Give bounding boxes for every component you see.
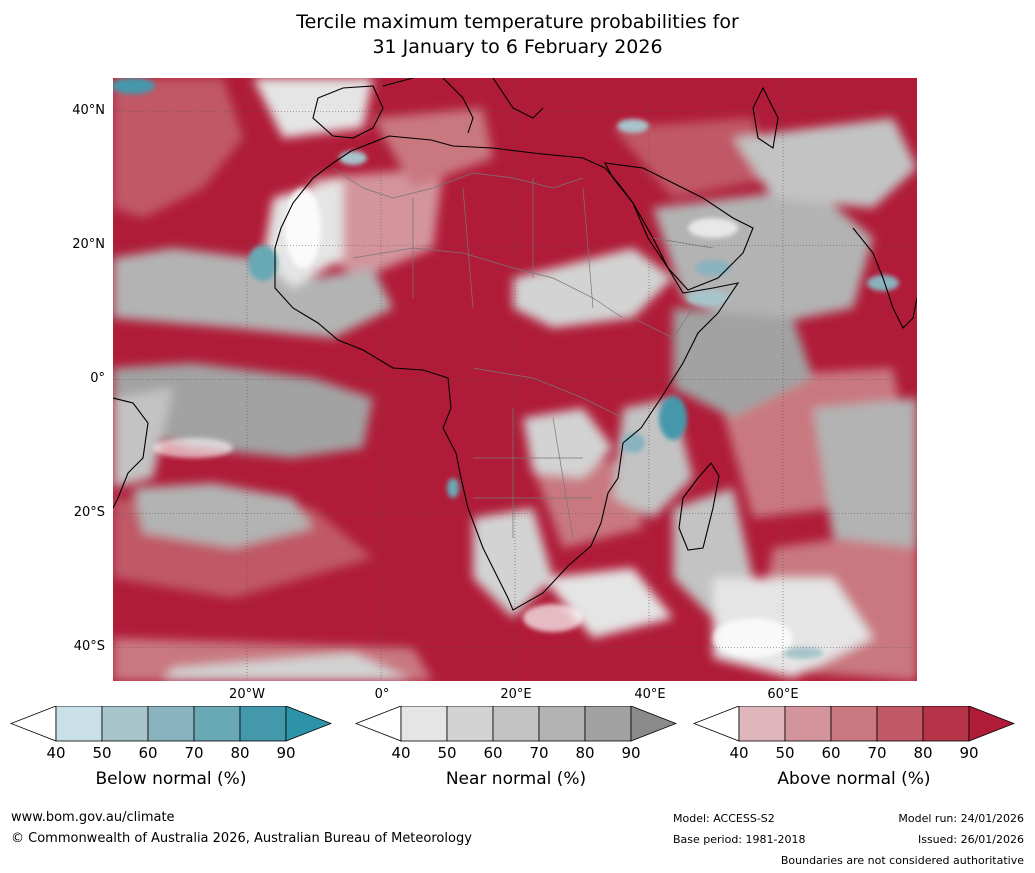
lon-label-0: 0° bbox=[374, 687, 390, 702]
lat-label-equator: 0° bbox=[90, 371, 105, 386]
lat-label-20s: 20°S bbox=[73, 505, 105, 520]
copyright-text: © Commonwealth of Australia 2026, Austra… bbox=[11, 831, 472, 846]
colorbar-near-max-extend bbox=[630, 706, 677, 742]
colorbar-near-tick: 40 bbox=[391, 744, 411, 762]
colorbar-below-segment bbox=[147, 706, 195, 742]
colorbar-near-tick: 60 bbox=[483, 744, 503, 762]
colorbar-above-segment bbox=[876, 706, 924, 742]
colorbar-above-tick: 90 bbox=[959, 744, 979, 762]
boundaries-disclaimer: Boundaries are not considered authoritat… bbox=[780, 854, 1024, 867]
lon-label-20w: 20°W bbox=[229, 687, 265, 702]
colorbar-above-title: Above normal (%) bbox=[777, 769, 931, 789]
colorbar-near-segment bbox=[538, 706, 586, 742]
colorbar-above-tick: 70 bbox=[867, 744, 887, 762]
colorbar-near-tick: 90 bbox=[621, 744, 641, 762]
base-period: Base period: 1981-2018 bbox=[673, 833, 806, 846]
map-canvas bbox=[113, 78, 917, 681]
colorbar-below-min-extend bbox=[10, 706, 57, 742]
colorbar-near bbox=[355, 706, 677, 742]
colorbar-below-tick: 50 bbox=[92, 744, 112, 762]
colorbar-below-segment bbox=[55, 706, 103, 742]
colorbar-above-segment bbox=[830, 706, 878, 742]
lat-label-40n: 40°N bbox=[72, 103, 105, 118]
graticule bbox=[113, 78, 917, 681]
colorbar-above bbox=[693, 706, 1015, 742]
colorbar-below-tick: 40 bbox=[46, 744, 66, 762]
colorbar-below-segment bbox=[193, 706, 241, 742]
model-name: Model: ACCESS-S2 bbox=[673, 812, 775, 825]
colorbar-below-tick: 80 bbox=[230, 744, 250, 762]
colorbar-above-tick: 80 bbox=[913, 744, 933, 762]
issued-date: Issued: 26/01/2026 bbox=[917, 833, 1024, 846]
colorbar-near-segment bbox=[446, 706, 494, 742]
lon-label-60e: 60°E bbox=[767, 687, 799, 702]
colorbar-below-segment bbox=[239, 706, 287, 742]
colorbar-below-tick: 60 bbox=[138, 744, 158, 762]
colorbar-below-tick: 90 bbox=[276, 744, 296, 762]
probability-map bbox=[113, 78, 917, 681]
colorbar-above-min-extend bbox=[693, 706, 740, 742]
colorbar-above-tick: 40 bbox=[729, 744, 749, 762]
colorbar-near-min-extend bbox=[355, 706, 402, 742]
colorbar-below-max-extend bbox=[285, 706, 332, 742]
coastlines bbox=[113, 78, 917, 611]
colorbar-near-title: Near normal (%) bbox=[445, 769, 587, 789]
colorbar-below-tick: 70 bbox=[184, 744, 204, 762]
colorbar-above-segment bbox=[784, 706, 832, 742]
title-line-1: Tercile maximum temperature probabilitie… bbox=[296, 11, 739, 33]
colorbar-above-segment bbox=[922, 706, 970, 742]
colorbar-near-segment bbox=[400, 706, 448, 742]
website-link[interactable]: www.bom.gov.au/climate bbox=[11, 810, 175, 825]
colorbar-below-title: Below normal (%) bbox=[95, 769, 247, 789]
colorbar-below bbox=[10, 706, 332, 742]
country-borders bbox=[332, 167, 714, 539]
colorbar-near-segment bbox=[492, 706, 540, 742]
colorbar-near-tick: 50 bbox=[437, 744, 457, 762]
map-title: Tercile maximum temperature probabilitie… bbox=[0, 10, 1035, 60]
colorbar-near-tick: 70 bbox=[529, 744, 549, 762]
model-run-date: Model run: 24/01/2026 bbox=[898, 812, 1024, 825]
lon-label-40e: 40°E bbox=[634, 687, 666, 702]
probability-field bbox=[113, 78, 917, 681]
lat-label-20n: 20°N bbox=[72, 237, 105, 252]
colorbar-above-max-extend bbox=[968, 706, 1015, 742]
colorbar-above-tick: 50 bbox=[775, 744, 795, 762]
colorbar-below-segment bbox=[101, 706, 149, 742]
colorbar-near-tick: 80 bbox=[575, 744, 595, 762]
colorbar-above-tick: 60 bbox=[821, 744, 841, 762]
lat-label-40s: 40°S bbox=[73, 639, 105, 654]
below-normal-spots bbox=[113, 78, 899, 659]
title-line-2: 31 January to 6 February 2026 bbox=[372, 36, 663, 58]
low-probability-patches bbox=[153, 188, 793, 658]
lon-label-20e: 20°E bbox=[500, 687, 532, 702]
colorbar-near-segment bbox=[584, 706, 632, 742]
colorbar-above-segment bbox=[738, 706, 786, 742]
